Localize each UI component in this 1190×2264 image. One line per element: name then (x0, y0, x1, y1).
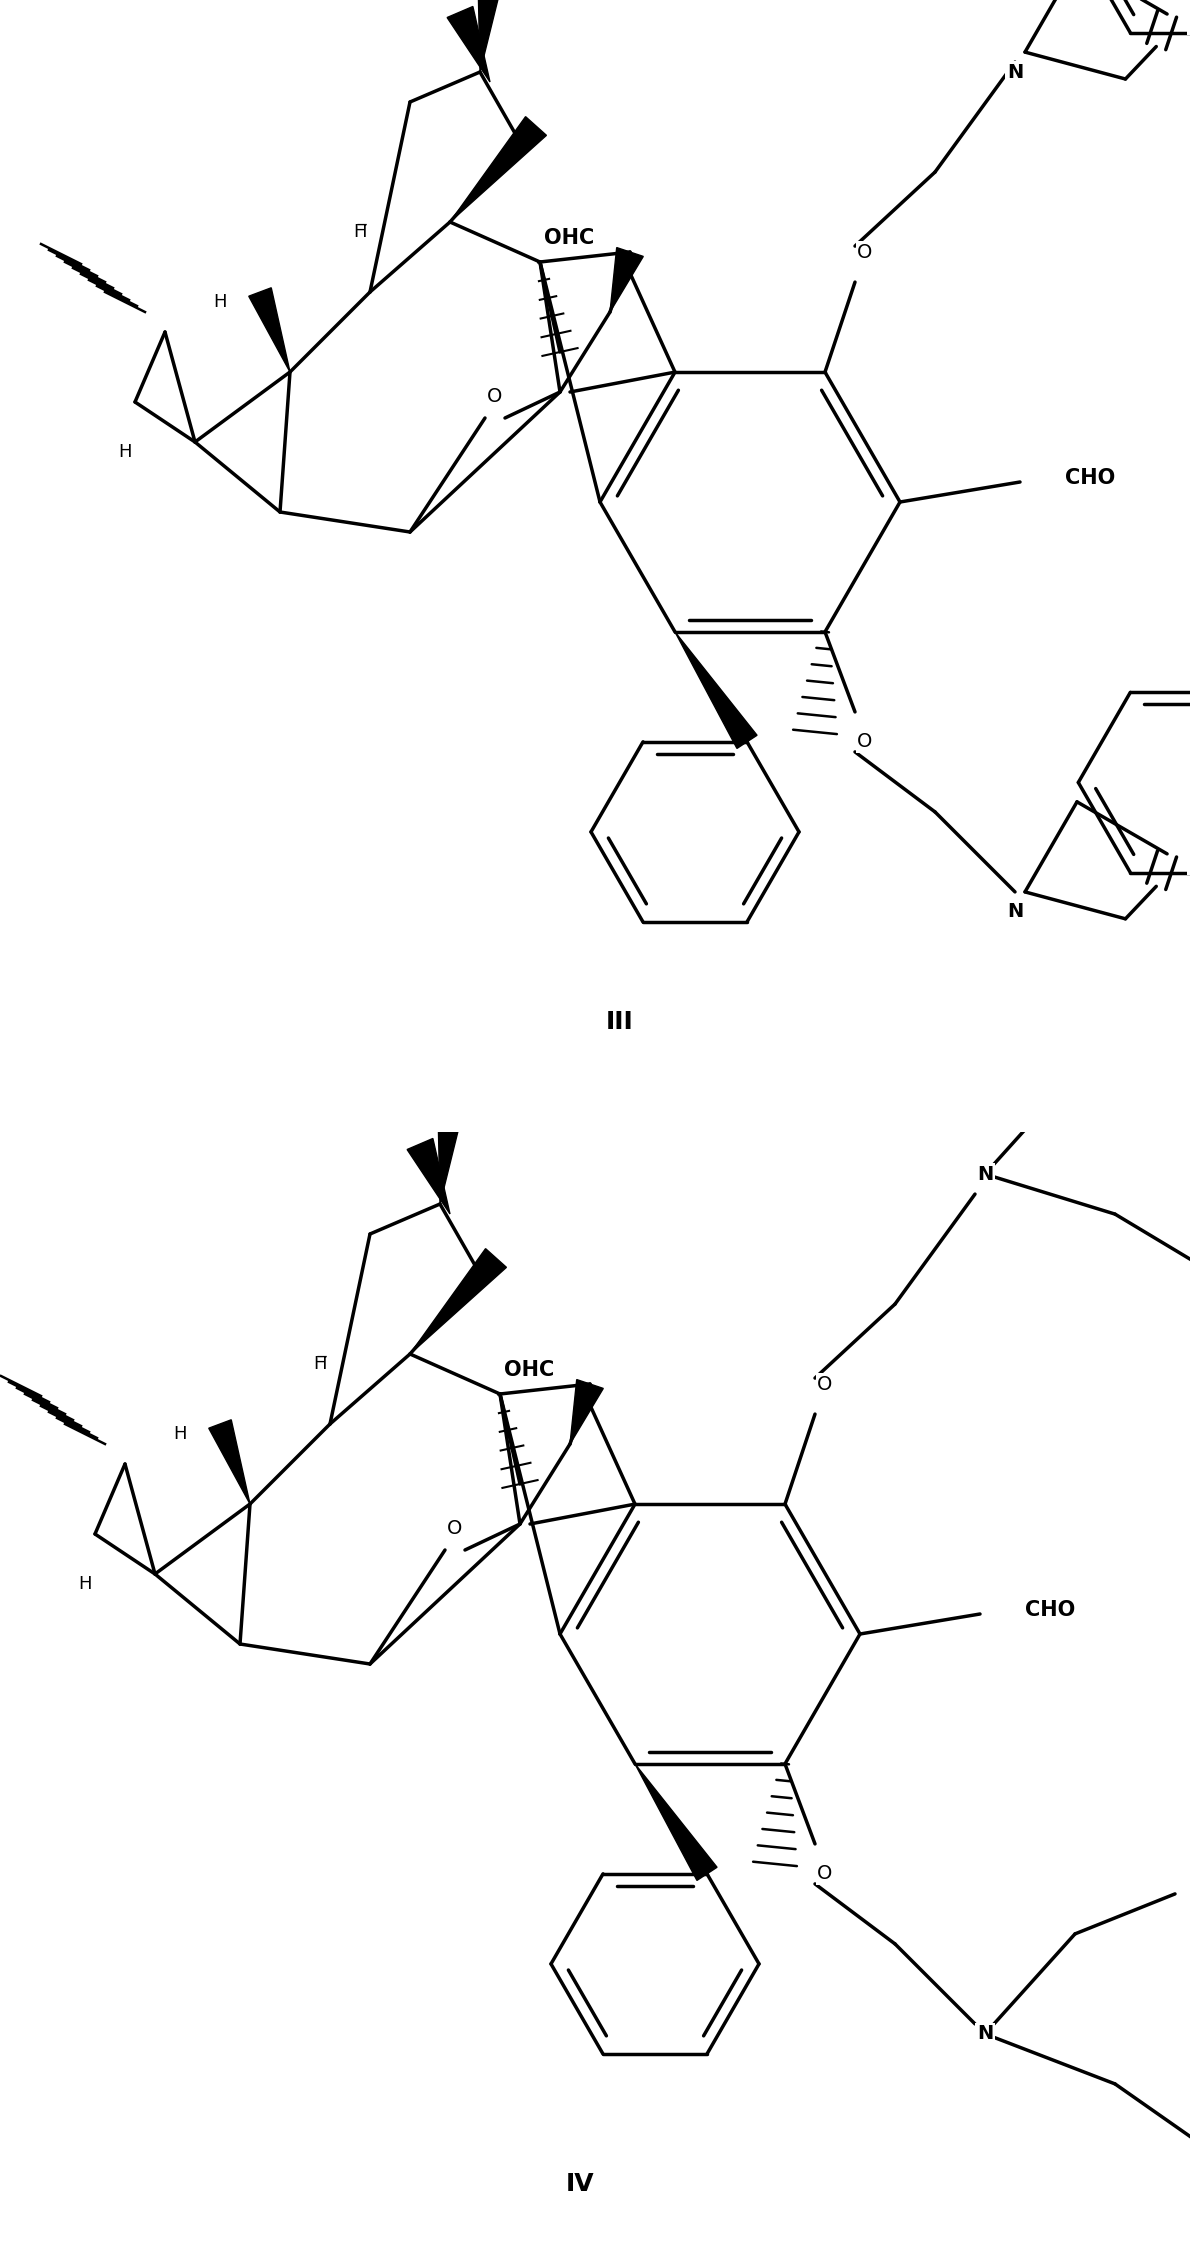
Polygon shape (610, 247, 644, 312)
Text: H: H (79, 1576, 92, 1594)
Text: O: O (818, 1374, 833, 1395)
Text: N: N (1007, 63, 1023, 82)
Text: H̅: H̅ (353, 222, 367, 240)
Polygon shape (635, 1764, 718, 1881)
Polygon shape (570, 1379, 603, 1444)
Text: H̅: H̅ (313, 1354, 327, 1372)
Polygon shape (208, 1420, 250, 1503)
Polygon shape (411, 1250, 507, 1354)
Text: III: III (606, 1010, 634, 1035)
Text: IV: IV (565, 2171, 594, 2196)
Text: N: N (1007, 903, 1023, 921)
Text: OHC: OHC (544, 229, 594, 249)
Polygon shape (438, 1112, 462, 1204)
Text: O: O (447, 1519, 463, 1537)
Text: O: O (857, 731, 872, 752)
Text: CHO: CHO (1065, 469, 1115, 489)
Text: H: H (213, 292, 227, 310)
Text: H: H (174, 1424, 187, 1442)
Text: N: N (977, 1164, 994, 1184)
Polygon shape (450, 118, 546, 222)
Text: O: O (857, 242, 872, 263)
Polygon shape (675, 632, 757, 749)
Text: O: O (818, 1863, 833, 1884)
Text: N: N (977, 2024, 994, 2044)
Polygon shape (447, 7, 490, 82)
Text: H: H (118, 444, 132, 462)
Text: CHO: CHO (1025, 1601, 1075, 1621)
Text: OHC: OHC (503, 1361, 555, 1381)
Polygon shape (249, 288, 290, 371)
Polygon shape (407, 1139, 450, 1214)
Polygon shape (478, 0, 502, 72)
Text: O: O (488, 387, 502, 405)
